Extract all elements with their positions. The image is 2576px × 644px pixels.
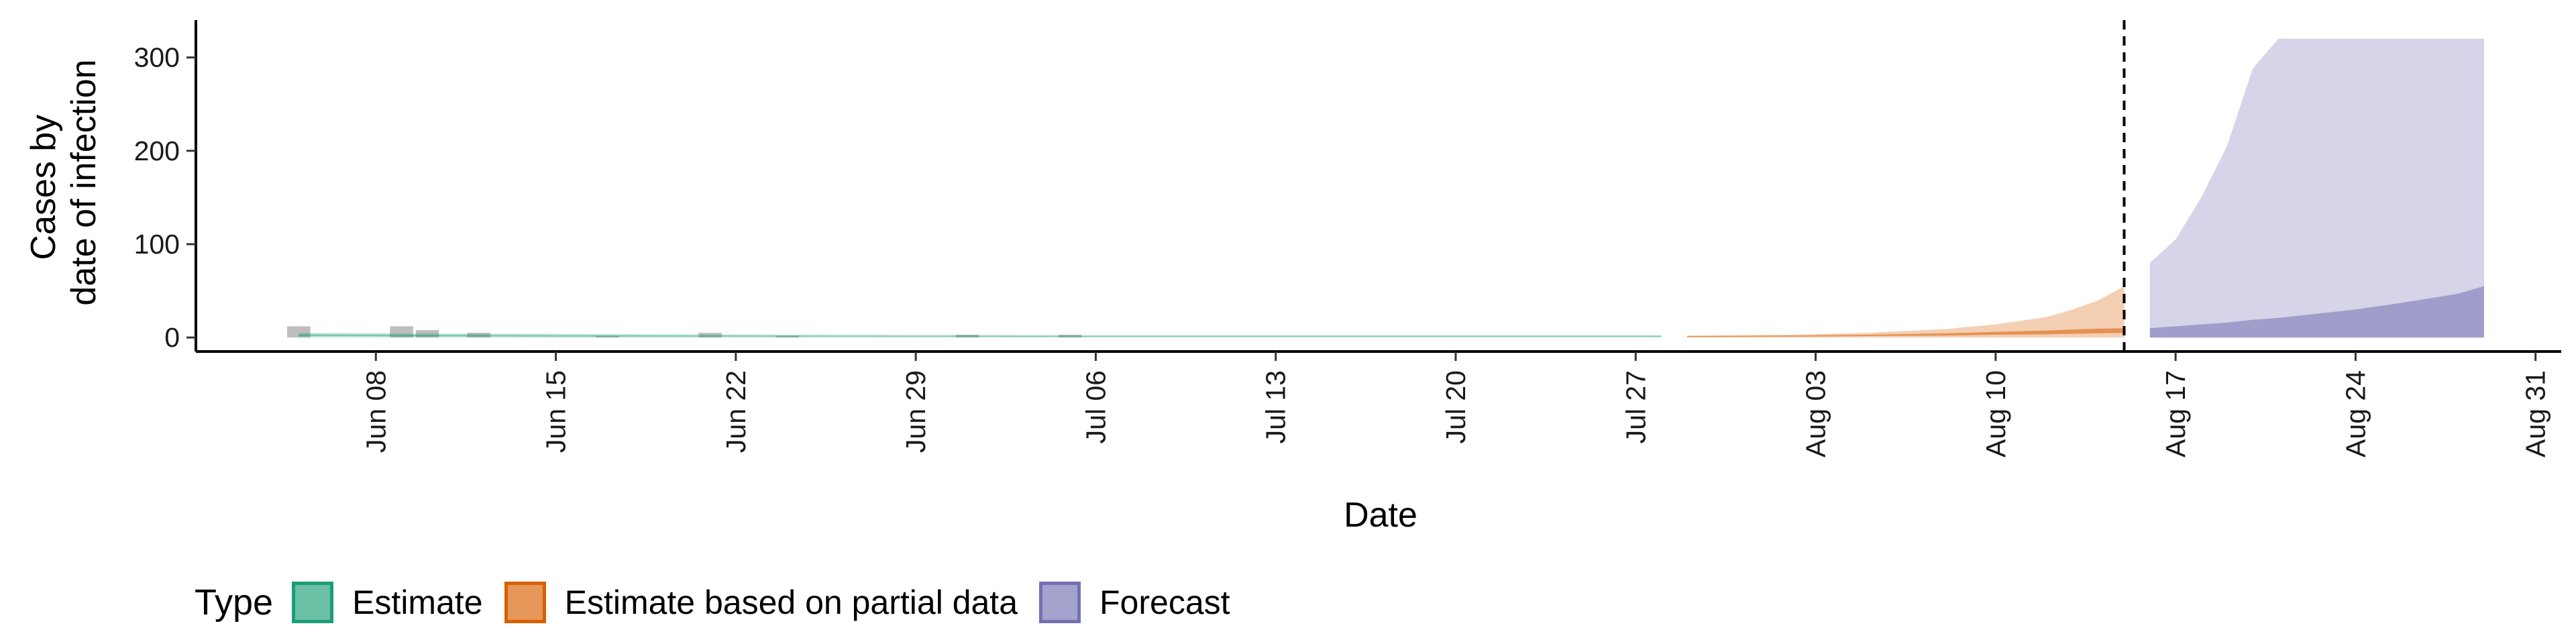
band-inner-forecast — [2149, 286, 2484, 338]
band-inner-partial — [1686, 328, 2125, 337]
observed-bar — [955, 334, 979, 338]
legend-label-estimate: Estimate — [352, 584, 483, 621]
legend-swatch-estimate — [292, 582, 334, 623]
observed-bar — [390, 326, 413, 338]
x-tick-label: Jun 15 — [541, 370, 572, 453]
y-tick-label: 0 — [164, 322, 180, 353]
legend-title: Type — [195, 582, 274, 623]
observed-bar — [1058, 334, 1082, 338]
observed-bar — [415, 329, 439, 338]
legend-item-partial: Estimate based on partial data — [504, 582, 1018, 623]
legend-item-forecast: Forecast — [1039, 582, 1230, 623]
x-tick-label: Jun 22 — [720, 370, 751, 453]
legend-label-partial: Estimate based on partial data — [564, 584, 1018, 621]
y-axis-title-line-2: date of infection — [64, 59, 103, 305]
band-inner-estimate — [299, 334, 1662, 337]
observed-bar — [775, 335, 799, 338]
band-outer-forecast — [2149, 38, 2484, 338]
y-axis-title: Cases by date of infection — [24, 59, 103, 305]
axes: 0 100 200 300 Jun 08 Jun 15 Jun 22 Jun 29 Jul 06… — [134, 20, 2561, 458]
x-tick-label: Jul 06 — [1080, 370, 1111, 443]
x-tick-label: Jun 29 — [900, 370, 931, 453]
observed-bars — [287, 326, 1082, 338]
observed-bar — [467, 333, 490, 338]
legend-label-forecast: Forecast — [1099, 584, 1230, 621]
x-tick-label: Aug 10 — [1980, 370, 2011, 458]
x-tick-label: Aug 17 — [2160, 370, 2191, 458]
y-tick-label: 200 — [134, 136, 180, 166]
x-tick-label: Jun 08 — [360, 370, 391, 453]
legend-swatch-forecast — [1039, 582, 1081, 623]
observed-bar — [595, 335, 619, 338]
x-tick-label: Jul 13 — [1260, 370, 1291, 443]
observed-bar — [287, 326, 311, 338]
legend-item-estimate: Estimate — [292, 582, 483, 623]
series-bands — [299, 38, 2484, 338]
band-outer-estimate — [299, 333, 1662, 338]
legend: Type Estimate Estimate based on partial … — [195, 576, 1252, 629]
x-tick-label: Aug 24 — [2340, 370, 2371, 458]
x-tick-label: Aug 31 — [2520, 370, 2551, 458]
legend-swatch-partial — [504, 582, 546, 623]
x-tick-label: Jul 27 — [1620, 370, 1651, 443]
y-tick-label: 300 — [134, 42, 180, 73]
observed-bar — [698, 333, 722, 338]
x-axis-title: Date — [1344, 496, 1417, 535]
band-outer-partial — [1686, 286, 2125, 338]
y-tick-label: 100 — [134, 229, 180, 260]
x-tick-label: Aug 03 — [1801, 370, 1831, 458]
x-tick-label: Jul 20 — [1440, 370, 1471, 443]
y-axis-title-line-1: Cases by — [24, 115, 63, 260]
